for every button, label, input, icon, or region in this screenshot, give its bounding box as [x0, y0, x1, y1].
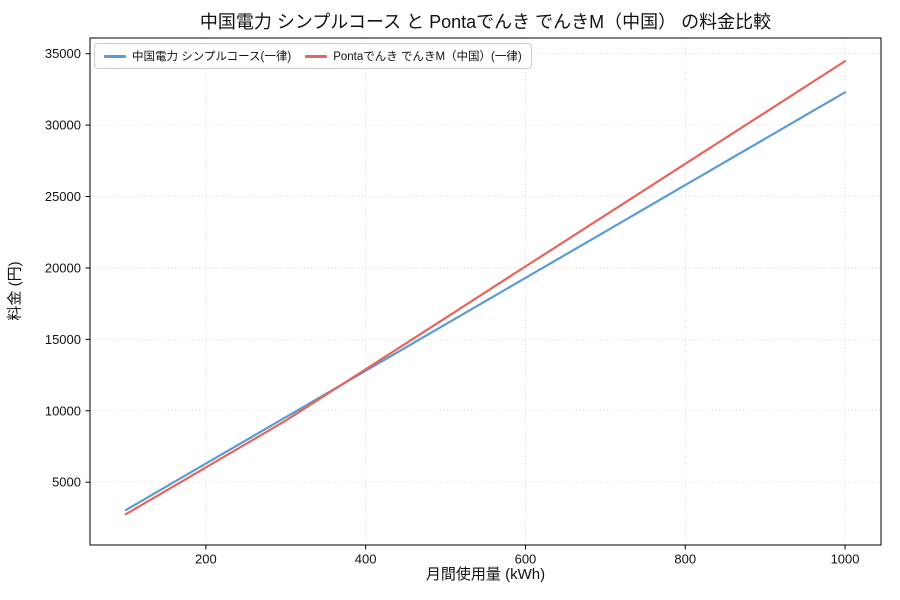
y-tick-label: 20000 [45, 260, 81, 275]
y-tick-label: 10000 [45, 403, 81, 418]
x-tick-label: 200 [195, 552, 217, 567]
legend-swatch-red-line [305, 54, 328, 58]
x-tick-label: 600 [515, 552, 537, 567]
y-tick-label: 15000 [45, 332, 81, 347]
x-axis-label: 月間使用量 (kWh) [425, 566, 546, 583]
x-tick-label: 800 [674, 552, 696, 567]
x-tick-label: 1000 [831, 552, 860, 567]
legend-item-ponta-denki: Pontaでんき でんきM（中国）(一律) [305, 48, 522, 64]
y-axis-label: 料金 (円) [6, 261, 24, 321]
legend-swatch-blue-line [104, 54, 126, 58]
chart-title: 中国電力 シンプルコース と Pontaでんき でんきM（中国） の料金比較 [199, 12, 772, 32]
y-tick-label: 5000 [52, 475, 81, 490]
x-tick-label: 400 [355, 552, 377, 567]
series-line-0 [124, 91, 847, 512]
legend-label-chugoku-denryoku: 中国電力 シンプルコース(一律) [132, 51, 292, 63]
y-tick-label: 35000 [45, 46, 81, 61]
legend: 中国電力 シンプルコース(一律) Pontaでんき でんきM（中国）(一律) [94, 43, 532, 69]
legend-item-chugoku-denryoku: 中国電力 シンプルコース(一律) [104, 48, 291, 64]
plot-border [89, 37, 882, 546]
legend-label-ponta-denki: Pontaでんき でんきM（中国）(一律) [333, 51, 522, 63]
y-tick-label: 30000 [45, 118, 81, 133]
series-line-1 [124, 60, 847, 516]
y-tick-label: 25000 [45, 189, 81, 204]
